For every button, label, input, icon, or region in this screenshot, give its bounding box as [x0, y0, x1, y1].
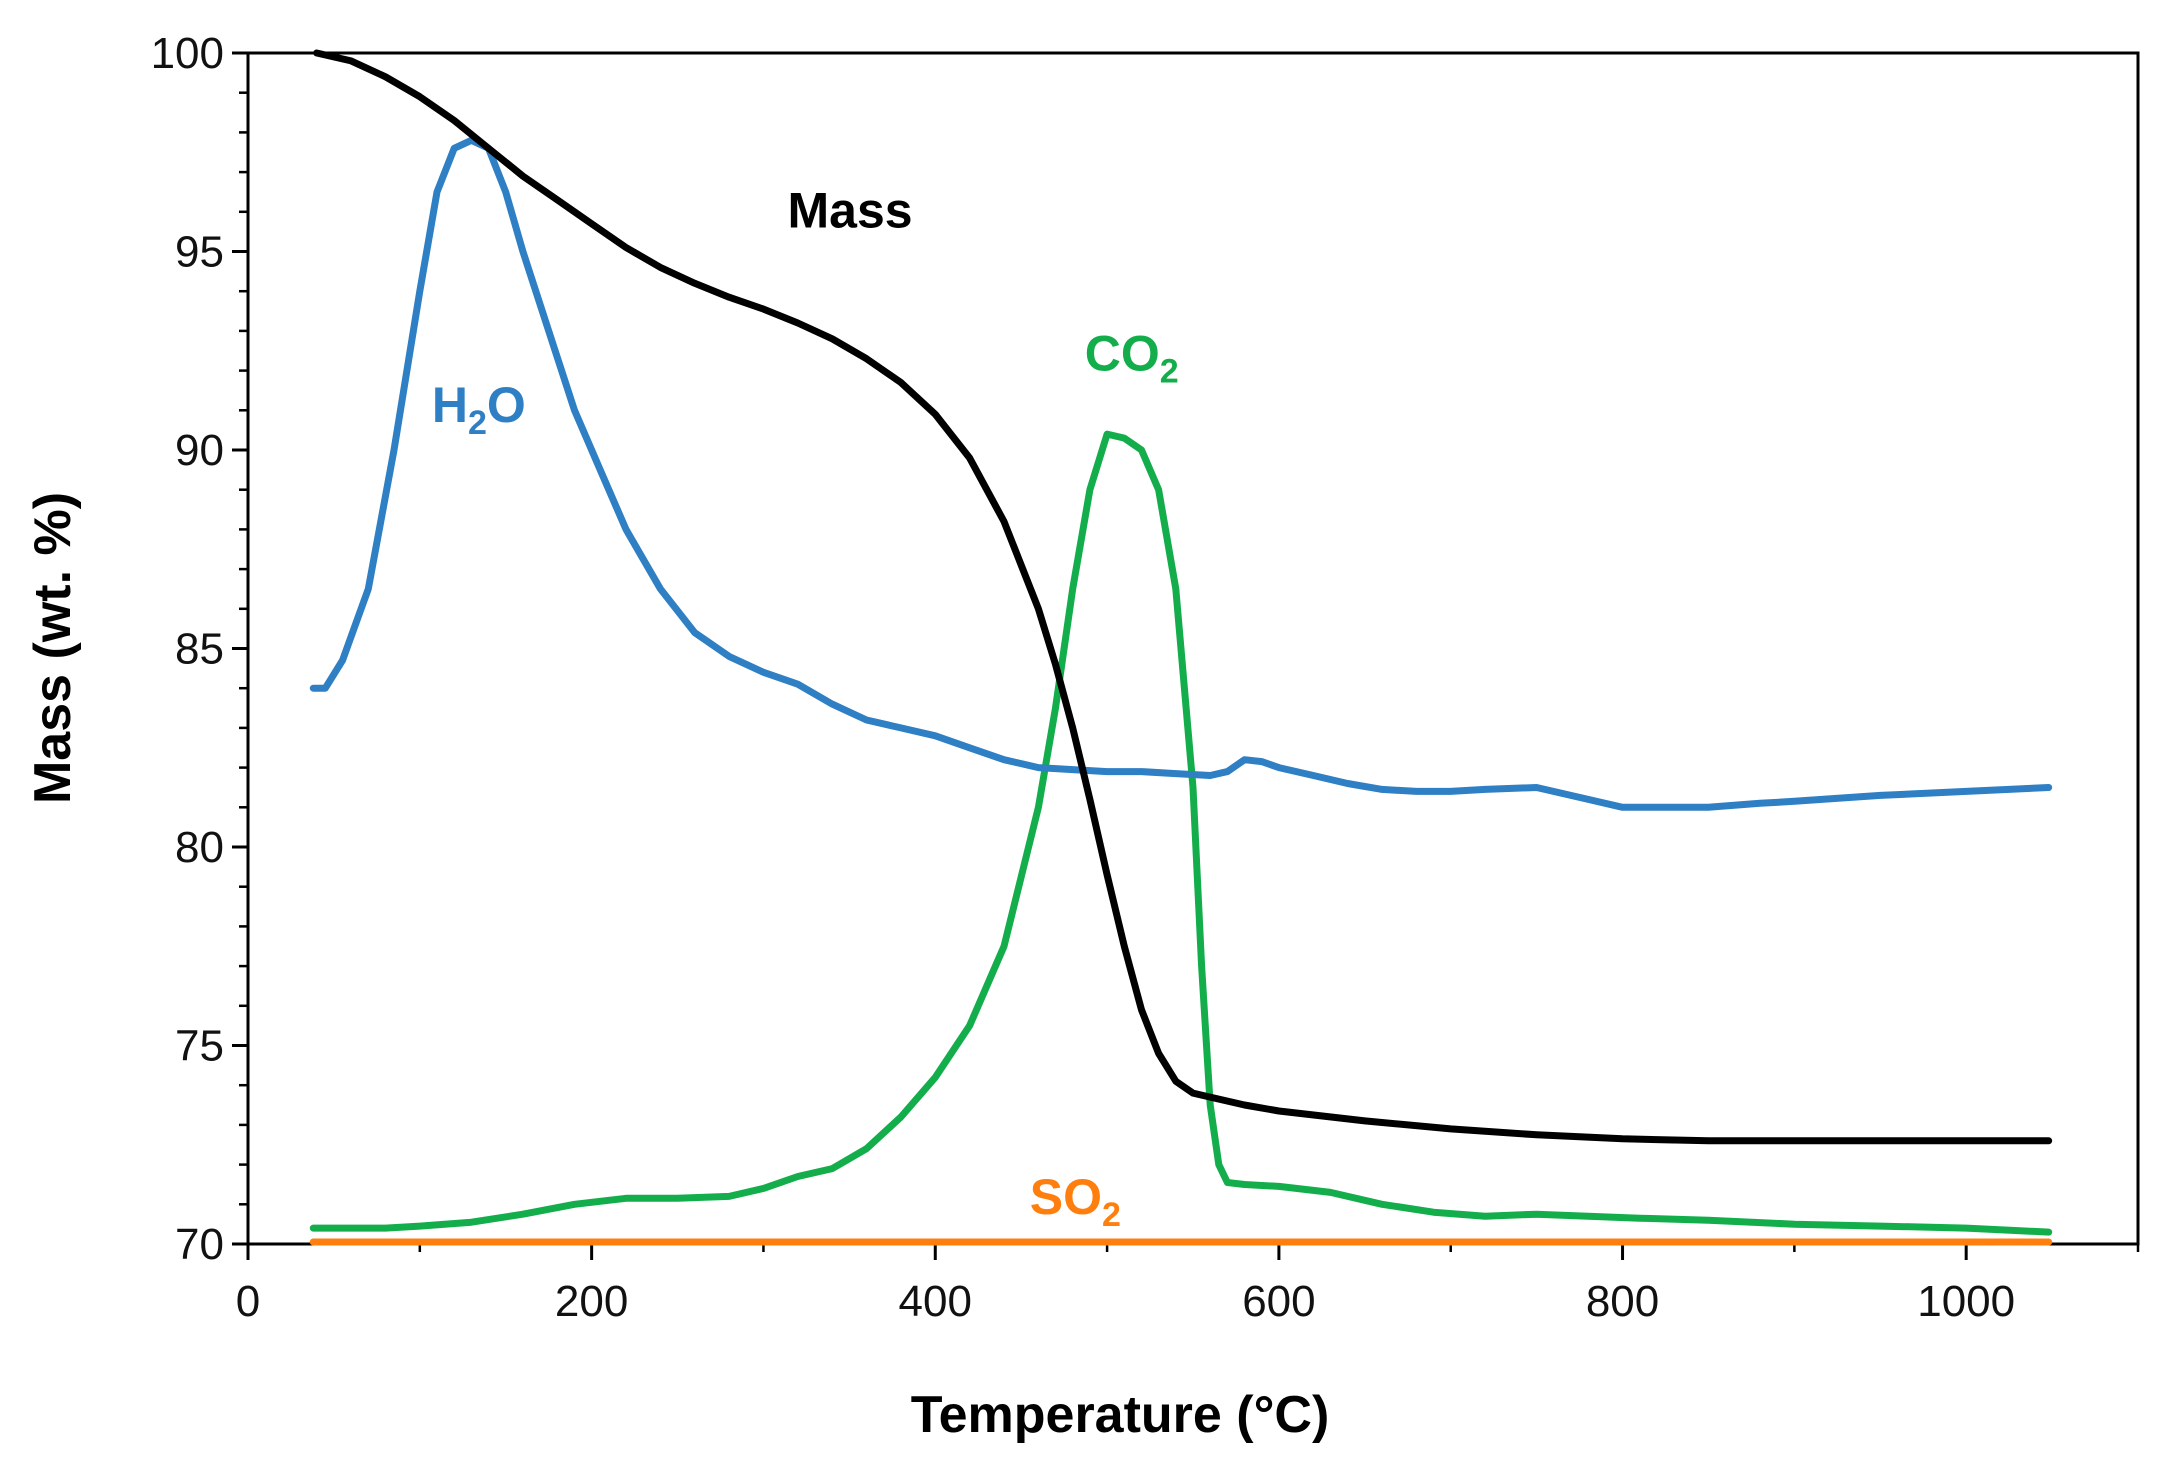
- x-tick-labels: 0 200 400 600 800 1000: [236, 1277, 2015, 1326]
- x-axis-title: Temperature (°C): [911, 1386, 1330, 1444]
- y-tick-labels: 70 75 80 85 90 95 100: [151, 29, 224, 1269]
- plot-frame: [246, 51, 2140, 1246]
- y-tick-label: 95: [175, 228, 224, 277]
- series-label-h2o: H2O: [432, 377, 526, 442]
- series-labels: Mass H2O CO2 SO2: [432, 183, 1179, 1235]
- x-tick-label: 0: [236, 1277, 260, 1326]
- y-tick-label: 80: [175, 823, 224, 872]
- series-line-co2: [309, 430, 2053, 1236]
- series-label-co2: CO2: [1085, 326, 1179, 391]
- series-label-mass: Mass: [788, 183, 913, 239]
- series-label-so2: SO2: [1030, 1169, 1121, 1234]
- x-tick-label: 400: [899, 1277, 972, 1326]
- x-tick-label: 800: [1586, 1277, 1659, 1326]
- y-tick-label: 75: [175, 1022, 224, 1071]
- y-tick-label: 70: [175, 1220, 224, 1269]
- major-ticks: [232, 51, 1968, 1260]
- series-lines: [309, 49, 2053, 1246]
- y-tick-label: 85: [175, 625, 224, 674]
- series-line-mass: [313, 49, 2053, 1145]
- minor-ticks: [239, 91, 2140, 1252]
- y-tick-label: 90: [175, 426, 224, 475]
- series-line-h2o: [309, 136, 2053, 811]
- x-tick-label: 1000: [1917, 1277, 2015, 1326]
- y-tick-label: 100: [151, 29, 224, 78]
- x-tick-label: 200: [555, 1277, 628, 1326]
- y-axis-title: Mass (wt. %): [24, 492, 82, 804]
- x-tick-label: 600: [1242, 1277, 1315, 1326]
